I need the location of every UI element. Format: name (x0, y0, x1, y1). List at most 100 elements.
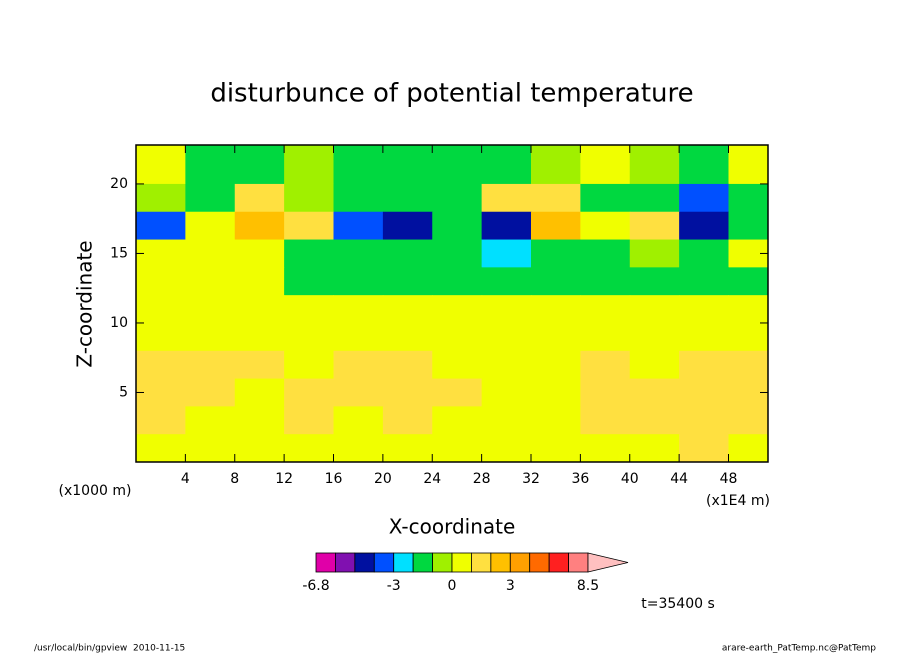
contour-cell (185, 145, 236, 185)
y-tick-label: 5 (119, 384, 128, 400)
contour-cell (629, 434, 680, 463)
contour-cell (679, 350, 729, 380)
contour-cell (333, 406, 384, 435)
contour-cell (185, 183, 236, 213)
contour-cell (136, 378, 186, 407)
colorbar-box (490, 552, 511, 573)
contour-cell (531, 267, 581, 296)
contour-cell (432, 239, 483, 268)
contour-cell (382, 322, 433, 352)
colorbar-label: 3 (506, 578, 515, 594)
contour-cell (580, 295, 631, 324)
chart-title: disturbunce of potential temperature (210, 79, 693, 109)
contour-cell (728, 295, 769, 324)
contour-cell (629, 406, 680, 435)
contour-cell (481, 211, 532, 241)
contour-cell (580, 322, 631, 352)
x-tick-label: 48 (720, 471, 738, 487)
contour-cell (679, 239, 729, 268)
contour-cell (382, 434, 433, 463)
contour-cell (580, 350, 631, 380)
contour-cell (679, 322, 729, 352)
contour-cell (580, 434, 631, 463)
contour-cell (234, 239, 285, 268)
x-tick-label: 40 (621, 471, 639, 487)
contour-cell (185, 211, 236, 241)
colorbar-box (568, 552, 589, 573)
contour-cell (284, 239, 334, 268)
contour-cell (284, 183, 334, 213)
x-tick-label: 12 (275, 471, 293, 487)
x-tick-label: 32 (522, 471, 540, 487)
contour-cell (234, 295, 285, 324)
colorbar-box (509, 552, 531, 573)
contour-cell (185, 378, 236, 407)
x-tick-label: 20 (374, 471, 392, 487)
contour-cell (382, 183, 433, 213)
contour-cell (580, 406, 631, 435)
colorbar-box (315, 552, 336, 573)
contour-cell (432, 295, 483, 324)
contour-cell (234, 434, 285, 463)
contour-cell (136, 406, 186, 435)
contour-cell (580, 145, 631, 185)
contour-cell (136, 322, 186, 352)
contour-cell (234, 350, 285, 380)
contour-cell (531, 295, 581, 324)
contour-cell (136, 295, 186, 324)
contour-cell (333, 434, 384, 463)
contour-cell (382, 145, 433, 185)
colorbar-box (354, 552, 375, 573)
contour-cell (382, 211, 433, 241)
annotation: t=35400 s (641, 596, 715, 612)
colorbar-box (412, 552, 433, 573)
contour-cell (481, 378, 532, 407)
footer-left: /usr/local/bin/gpview 2010-11-15 (34, 644, 185, 654)
contour-cell (481, 406, 532, 435)
contour-cell (382, 239, 433, 268)
contour-cell (284, 211, 334, 241)
contour-cell (284, 350, 334, 380)
contour-cell (679, 406, 729, 435)
contour-cell (580, 183, 631, 213)
colorbar-label: 8.5 (577, 578, 599, 594)
contour-cell (333, 267, 384, 296)
contour-cell (481, 322, 532, 352)
contour-cell (333, 350, 384, 380)
contour-cell (432, 145, 483, 185)
colorbar-label: -3 (387, 578, 401, 594)
contour-cell (531, 406, 581, 435)
contour-cell (185, 322, 236, 352)
contour-cell (432, 267, 483, 296)
contour-cell (382, 406, 433, 435)
contour-cell (382, 378, 433, 407)
contour-cell (185, 350, 236, 380)
x-tick-label: 8 (230, 471, 239, 487)
contour-cell (333, 145, 384, 185)
colorbar-box (529, 552, 550, 573)
contour-cell (136, 211, 186, 241)
contour-cell (481, 295, 532, 324)
contour-cell (531, 350, 581, 380)
x-tick-label: 16 (325, 471, 343, 487)
contour-cell (728, 350, 769, 380)
contour-cell (333, 239, 384, 268)
contour-cell (432, 406, 483, 435)
contour-cell (284, 378, 334, 407)
contour-cell (234, 406, 285, 435)
contour-cell (234, 183, 285, 213)
contour-cell (728, 434, 769, 463)
contour-cell (234, 145, 285, 185)
contour-cell (284, 145, 334, 185)
contour-cell (333, 183, 384, 213)
contour-cell (728, 183, 769, 213)
x-tick-label: 24 (423, 471, 441, 487)
contour-cell (679, 267, 729, 296)
contour-cell (333, 211, 384, 241)
footer-right: arare-earth_PatTemp.nc@PatTemp (722, 644, 876, 654)
colorbar-box (451, 552, 472, 573)
contour-cell (728, 267, 769, 296)
contour-cell (531, 434, 581, 463)
colorbar-box (373, 552, 395, 573)
contour-cell (136, 434, 186, 463)
